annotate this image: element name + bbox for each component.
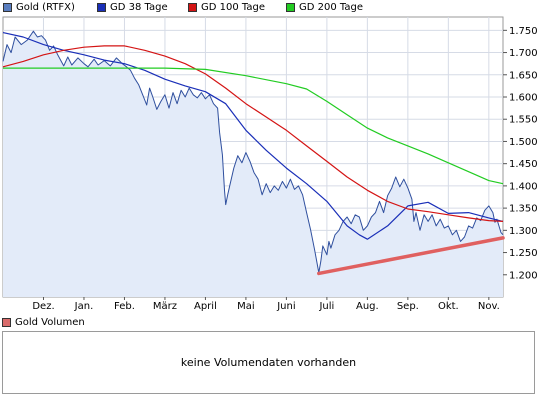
legend-item-gold: Gold (RTFX) (3, 2, 75, 13)
y-tick-label: 1.650 (509, 70, 538, 81)
legend-swatch-gd100 (188, 3, 197, 12)
trendline (317, 236, 505, 276)
x-tick-label: März (153, 301, 177, 312)
y-tick-label: 1.750 (509, 26, 538, 37)
y-tick-label: 1.700 (509, 48, 538, 59)
price-chart: 1.750 1.700 1.650 1.600 1.550 1.500 1.450 1.400… (2, 16, 538, 312)
legend-swatch-volume (2, 318, 11, 327)
legend-label-gd200: GD 200 Tage (299, 2, 363, 13)
x-tick-label: Juli (318, 301, 334, 312)
legend-swatch-gd38 (97, 3, 106, 12)
legend-swatch-gold (3, 3, 12, 12)
x-tick-label: Sep. (397, 301, 419, 312)
legend-label-gd38: GD 38 Tage (110, 2, 168, 13)
x-tick-label: Okt. (438, 301, 459, 312)
y-tick-label: 1.450 (509, 159, 538, 170)
y-tick-label: 1.400 (509, 181, 538, 192)
y-axis: 1.750 1.700 1.650 1.600 1.550 1.500 1.450 1.400… (503, 26, 538, 281)
series-area-gold-rtfx (3, 31, 503, 297)
x-tick-label: Juni (276, 301, 295, 312)
x-axis: Dez. Jan. Feb. März April Mai Juni Juli Aug. Sep.… (32, 297, 500, 312)
y-tick-label: 1.600 (509, 93, 538, 104)
legend-swatch-gd200 (286, 3, 295, 12)
volume-empty-message: keine Volumendaten vorhanden (180, 356, 357, 369)
x-tick-label: Dez. (32, 301, 54, 312)
series-line-gd-100-tage (2, 45, 504, 222)
y-tick-label: 1.350 (509, 204, 538, 215)
x-tick-label: April (194, 301, 217, 312)
legend-item-gd100: GD 100 Tage (188, 2, 265, 13)
y-tick-label: 1.550 (509, 115, 538, 126)
volume-panel: keine Volumendaten vorhanden (2, 331, 535, 394)
x-tick-label: Jan. (74, 301, 94, 312)
y-tick-label: 1.200 (509, 270, 538, 281)
x-tick-label: Aug. (356, 301, 379, 312)
x-tick-label: Nov. (478, 301, 500, 312)
volume-legend: Gold Volumen (2, 317, 85, 328)
series-line-gd-200-tage (3, 67, 504, 185)
legend-item-gd200: GD 200 Tage (286, 2, 363, 13)
series-layer (2, 30, 505, 297)
x-tick-label: Mai (237, 301, 255, 312)
legend-label-gold: Gold (RTFX) (16, 2, 75, 13)
legend-label-gd100: GD 100 Tage (201, 2, 265, 13)
x-tick-label: Feb. (114, 301, 135, 312)
series-line-gd-38-tage (2, 32, 504, 240)
y-tick-label: 1.500 (509, 137, 538, 148)
y-tick-label: 1.250 (509, 248, 538, 259)
legend-item-gd38: GD 38 Tage (97, 2, 168, 13)
y-tick-label: 1.300 (509, 226, 538, 237)
legend-label-volume: Gold Volumen (15, 317, 85, 328)
